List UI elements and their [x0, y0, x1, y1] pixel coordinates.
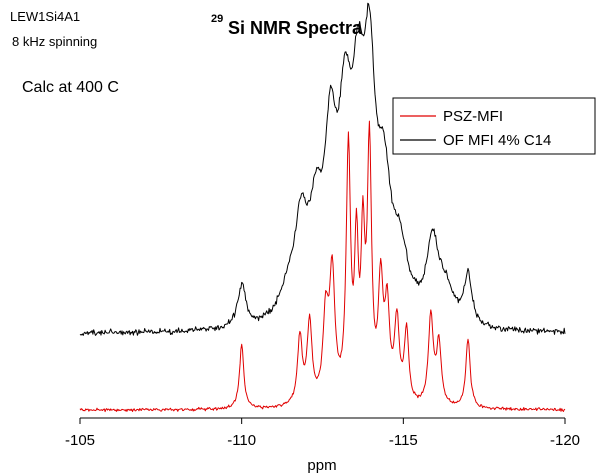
series-line-of-mfi [79, 2, 566, 336]
x-tick-label: -120 [550, 432, 580, 449]
sample-id-label: LEW1Si4A1 [10, 9, 80, 24]
chart-title: Si NMR Spectra [228, 18, 363, 38]
legend-label-psz-mfi: PSZ-MFI [443, 108, 503, 125]
x-axis-label: ppm [307, 457, 336, 474]
legend: PSZ-MFI OF MFI 4% C14 [392, 97, 596, 155]
x-tick-label: -105 [65, 432, 95, 449]
title-superscript: 29 [211, 13, 223, 25]
spinning-label: 8 kHz spinning [12, 34, 97, 49]
calc-note: Calc at 400 C [22, 79, 119, 96]
x-tick-label: -110 [227, 432, 256, 449]
legend-box [392, 97, 596, 155]
plot-area [79, 2, 566, 413]
series-line-psz-mfi [79, 120, 566, 413]
x-tick-label: -115 [389, 432, 418, 449]
header-block: LEW1Si4A1 8 kHz spinning 29 Si NMR Spect… [10, 9, 363, 96]
legend-label-of-mfi: OF MFI 4% C14 [443, 132, 551, 149]
x-axis: -105 -110 -115 -120 [65, 417, 580, 449]
